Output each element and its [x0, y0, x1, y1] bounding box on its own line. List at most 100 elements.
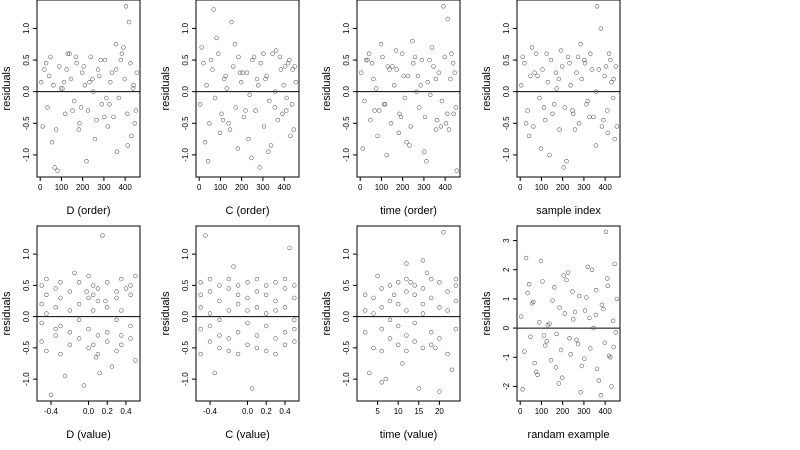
- data-point: [266, 149, 271, 154]
- data-point: [216, 51, 221, 56]
- data-point: [525, 290, 530, 296]
- data-point: [277, 54, 283, 60]
- data-point: [103, 298, 108, 304]
- data-point: [119, 51, 125, 56]
- data-point: [427, 57, 432, 63]
- data-point: [256, 83, 261, 88]
- plot-frame: [195, 0, 300, 178]
- data-point: [538, 258, 544, 264]
- data-point: [44, 292, 49, 297]
- data-point: [53, 333, 58, 338]
- x-tick-label: 0: [358, 183, 363, 192]
- data-point: [86, 273, 91, 279]
- data-point: [433, 345, 438, 351]
- x-tick-label: 15: [414, 407, 423, 416]
- data-point: [114, 149, 120, 154]
- data-point: [437, 280, 442, 285]
- data-point: [67, 51, 72, 56]
- data-point: [572, 309, 578, 315]
- x-tick-label: 200: [76, 183, 90, 192]
- data-point: [445, 16, 450, 22]
- plot-frame: [36, 225, 141, 402]
- data-point: [273, 48, 279, 53]
- y-tick-label: 0.5: [502, 54, 511, 66]
- data-point: [264, 292, 269, 297]
- data-point: [71, 98, 77, 104]
- data-point: [65, 51, 71, 56]
- data-point: [39, 301, 44, 307]
- points: [198, 233, 297, 391]
- data-point: [613, 64, 618, 69]
- data-point: [64, 67, 69, 72]
- x-axis-label: randam example: [528, 429, 610, 441]
- data-point: [217, 345, 222, 351]
- data-point: [578, 41, 583, 47]
- data-point: [264, 348, 269, 354]
- data-point: [365, 57, 370, 63]
- data-point: [602, 340, 607, 345]
- data-point: [540, 67, 545, 72]
- y-tick-label: -0.5: [342, 116, 351, 130]
- data-point: [453, 298, 459, 304]
- plot-frame: [36, 0, 141, 178]
- data-point: [249, 155, 254, 161]
- data-point: [288, 133, 293, 139]
- y-tick-label: -1.0: [22, 372, 31, 386]
- data-point: [125, 111, 130, 117]
- data-point: [241, 114, 247, 120]
- y-tick-label: 0: [502, 325, 511, 330]
- x-tick-label: 400: [118, 183, 132, 192]
- data-point: [67, 342, 73, 347]
- data-point: [606, 353, 612, 358]
- data-point: [90, 283, 96, 288]
- x-tick-label: 200: [396, 183, 410, 192]
- data-point: [231, 64, 236, 69]
- panel-sample-index: 0 100 200 300 400 -1.0 -0.5 0.0 0.5 1.0 sample ind…: [481, 0, 621, 217]
- data-point: [526, 282, 532, 287]
- data-point: [44, 311, 49, 316]
- data-point: [437, 336, 442, 341]
- data-point: [449, 367, 454, 372]
- data-point: [531, 299, 536, 304]
- data-point: [445, 111, 450, 117]
- data-point: [381, 102, 387, 107]
- data-point: [133, 108, 139, 113]
- y-tick-label: 0.5: [181, 54, 190, 66]
- data-point: [404, 276, 409, 282]
- data-point: [453, 276, 459, 282]
- data-point: [383, 376, 388, 382]
- y-tick-label: -0.5: [342, 340, 351, 354]
- data-point: [122, 76, 127, 82]
- y-axis-label: residuals: [160, 66, 172, 111]
- data-point: [437, 305, 442, 310]
- data-point: [576, 293, 582, 299]
- data-point: [290, 67, 295, 72]
- y-tick-label: 0.5: [342, 279, 351, 291]
- data-point: [404, 289, 409, 294]
- data-point: [570, 289, 575, 294]
- y-tick-label: 0.0: [342, 86, 351, 98]
- y-tick-label: -1.0: [181, 372, 190, 386]
- data-point: [55, 168, 60, 173]
- data-point: [95, 286, 101, 291]
- data-point: [226, 308, 232, 313]
- data-point: [226, 348, 232, 354]
- x-tick-label: 5: [375, 407, 380, 416]
- data-point: [52, 165, 57, 170]
- data-point: [205, 159, 211, 164]
- data-point: [86, 345, 91, 351]
- data-point: [441, 4, 446, 9]
- y-tick-label: 0.5: [22, 54, 31, 66]
- data-point: [556, 76, 561, 82]
- data-point: [53, 305, 58, 310]
- data-point: [535, 372, 540, 377]
- data-point: [559, 375, 565, 380]
- y-tick-label: -0.5: [181, 340, 190, 354]
- data-point: [387, 298, 393, 304]
- x-tick-label: 100: [375, 183, 389, 192]
- x-tick-label: 400: [598, 407, 612, 416]
- data-point: [264, 323, 269, 329]
- data-point: [422, 114, 428, 120]
- x-tick-label: 20: [435, 407, 444, 416]
- data-point: [541, 105, 547, 110]
